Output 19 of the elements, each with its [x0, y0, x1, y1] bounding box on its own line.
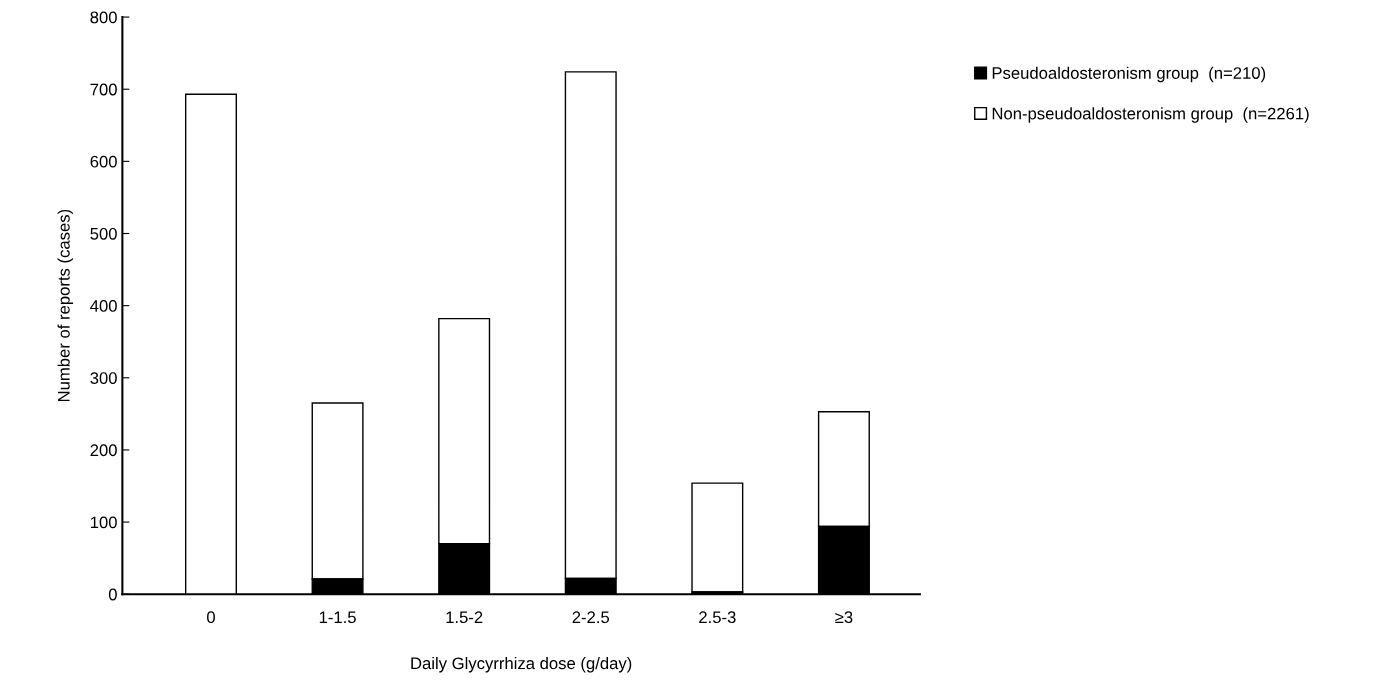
- y-tick-label: 300: [90, 372, 117, 384]
- y-tick-label: 600: [90, 155, 117, 168]
- x-tick-label: ≥3: [835, 611, 853, 624]
- y-tick-label: 0: [108, 588, 117, 601]
- y-tick-label: 800: [90, 11, 117, 24]
- y-tick-label: 700: [90, 83, 117, 96]
- y-tick-label: 200: [90, 444, 117, 457]
- y-axis-title: Number of reports (cases): [57, 209, 74, 402]
- x-axis-title: Daily Glycyrrhiza dose (g/day): [411, 656, 632, 673]
- x-tick-label: 2.5-3: [699, 611, 736, 624]
- x-tick-label: 2-2.5: [572, 611, 610, 624]
- x-tick-label: 0: [207, 611, 215, 624]
- y-tick-label: 100: [90, 516, 117, 529]
- x-tick-label: 1-1.5: [319, 611, 356, 624]
- y-tick-label: 500: [90, 227, 117, 240]
- y-tick-label: 400: [90, 300, 117, 312]
- legend-label: Pseudoaldosteronism group (n=210): [992, 66, 1266, 83]
- x-tick-label: 1.5-2: [446, 611, 483, 624]
- legend-label: Non-pseudoaldosteronism group (n=2261): [992, 107, 1309, 123]
